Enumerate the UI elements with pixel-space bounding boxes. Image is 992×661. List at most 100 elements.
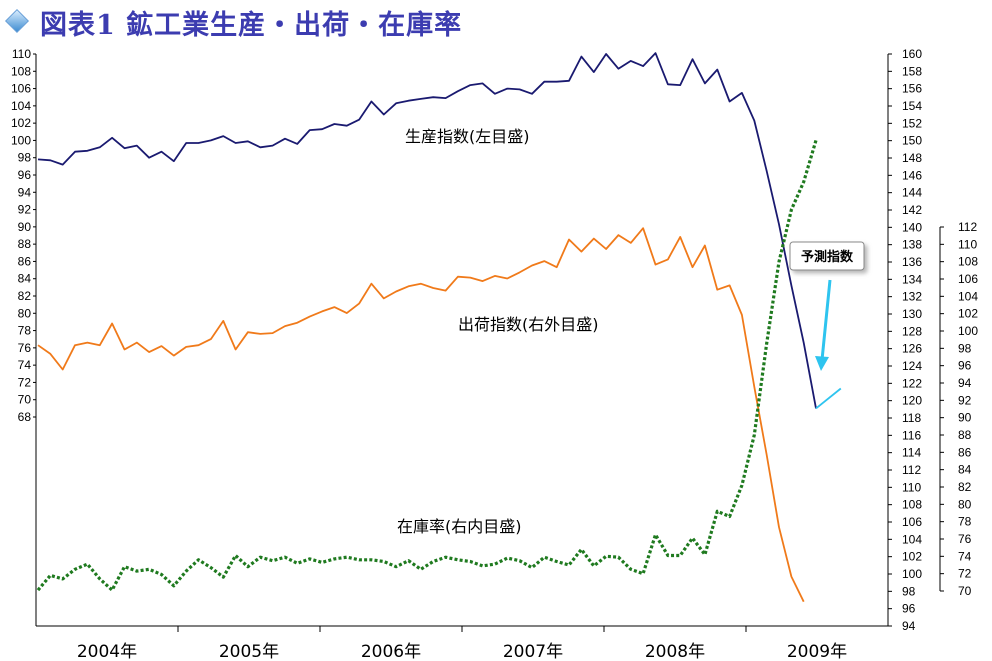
left-axis-tick-label: 104 [11,99,31,113]
right-inner-axis-tick-label: 90 [958,411,972,425]
shipments-index-line [37,227,805,603]
right-inner-axis-tick-label: 78 [958,515,972,529]
right-outer-axis-tick-label: 100 [902,567,922,581]
right-inner-axis-tick-label: 80 [958,497,972,511]
left-axis-tick-label: 70 [18,393,32,407]
right-inner-axis-tick-label: 94 [958,376,972,390]
right-outer-axis-tick-label: 154 [902,99,922,113]
series-annotations: 生産指数(左目盛) 出荷指数(右外目盛) 在庫率(右内目盛) [397,127,599,536]
chart-title: 図表1 鉱工業生産・出荷・在庫率 [4,8,462,41]
right-inner-axis-tick-label: 100 [958,324,978,338]
right-outer-axis-tick-label: 120 [902,394,922,408]
left-axis-tick-label: 90 [18,220,32,234]
right-outer-axis-tick-label: 132 [902,290,922,304]
right-outer-axis-tick-label: 156 [902,82,922,96]
right-outer-axis-tick-label: 152 [902,116,922,130]
left-axis-tick-label: 102 [11,116,31,130]
right-outer-axis-tick-label: 94 [902,619,916,633]
left-axis-tick-label: 80 [18,306,32,320]
x-axis-categories: 2004年 2005年 2006年 2007年 2008年 2009年 [77,626,847,661]
x-axis-year-label: 2007年 [503,642,563,661]
right-inner-axis-ticks: 70 72 74 76 78 80 82 84 86 88 90 92 94 96 98 100 102 104 1… [940,220,978,598]
right-outer-axis-tick-label: 134 [902,272,922,286]
right-outer-axis-tick-label: 98 [902,584,916,598]
left-axis-tick-label: 106 [11,82,31,96]
inventory-ratio-line [36,139,818,592]
right-outer-axis-tick-label: 144 [902,186,922,200]
forecast-callout-arrow-shaft [820,279,832,361]
x-axis-year-label: 2006年 [361,642,421,661]
right-outer-axis-tick-label: 104 [902,532,922,546]
right-inner-axis-tick-label: 86 [958,445,972,459]
right-outer-axis-tick-label: 142 [902,203,922,217]
production-index-line [37,52,817,409]
right-inner-axis-tick-label: 96 [958,359,972,373]
left-axis-tick-label: 98 [18,151,32,165]
left-axis-tick-label: 96 [18,168,32,182]
right-inner-axis-tick-label: 106 [958,272,978,286]
x-axis-year-label: 2004年 [77,642,137,661]
right-outer-axis-tick-label: 160 [902,47,922,61]
forecast-index-line [815,387,842,410]
x-axis-year-label: 2005年 [219,642,279,661]
right-inner-axis-tick-label: 72 [958,567,972,581]
right-outer-axis-tick-label: 96 [902,602,916,616]
x-axis-year-label: 2009年 [787,642,847,661]
forecast-callout-label: 予測指数 [801,249,854,265]
right-outer-axis-tick-label: 140 [902,220,922,234]
right-inner-axis-tick-label: 70 [958,584,972,598]
diamond-icon [4,8,30,34]
right-outer-axis-tick-label: 126 [902,342,922,356]
right-inner-axis-tick-label: 84 [958,463,972,477]
right-inner-axis-tick-label: 110 [958,237,977,251]
left-axis-tick-label: 92 [18,203,32,217]
forecast-callout-box [789,241,865,271]
left-axis-tick-label: 72 [18,375,32,389]
right-outer-axis-tick-label: 108 [902,498,922,512]
right-inner-axis-tick-label: 88 [958,428,972,442]
right-inner-axis-tick-label: 108 [958,255,978,269]
left-axis-tick-label: 94 [18,185,32,199]
right-outer-axis-tick-label: 124 [902,359,922,373]
left-axis-tick-label: 108 [11,64,31,78]
left-axis-tick-label: 100 [11,133,31,147]
right-outer-axis-tick-label: 150 [902,134,922,148]
shipments-series-label: 出荷指数(右外目盛) [458,315,599,334]
left-axis-tick-label: 76 [18,341,32,355]
right-outer-axis-tick-label: 118 [902,411,921,425]
left-axis-tick-label: 110 [12,47,31,61]
left-axis-tick-label: 82 [18,289,32,303]
production-series-label: 生産指数(左目盛) [405,127,530,146]
left-axis-tick-label: 78 [18,324,32,338]
left-axis-ticks: 68 70 72 74 76 78 80 82 84 86 88 90 92 94 96 98 100 102 10… [11,47,36,424]
right-outer-axis-tick-label: 158 [902,64,922,78]
right-outer-axis-tick-label: 146 [902,168,922,182]
right-outer-axis-tick-label: 112 [902,463,921,477]
left-axis-tick-label: 88 [18,237,32,251]
left-axis-tick-label: 74 [18,358,32,372]
left-axis-tick-label: 84 [18,272,32,286]
x-axis-year-label: 2008年 [645,642,705,661]
series-lines [36,52,842,603]
left-axis-tick-label: 86 [18,254,32,268]
right-outer-axis-tick-label: 136 [902,255,922,269]
inventory-series-label: 在庫率(右内目盛) [397,517,522,536]
right-outer-axis-tick-label: 128 [902,324,922,338]
right-inner-axis-tick-label: 74 [958,549,972,563]
right-inner-axis-tick-label: 92 [958,393,972,407]
right-inner-axis-tick-label: 82 [958,480,972,494]
right-outer-axis-tick-label: 102 [902,550,922,564]
right-outer-axis-tick-label: 110 [902,480,921,494]
forecast-callout: 予測指数 [789,241,865,371]
right-inner-axis-tick-label: 104 [958,289,978,303]
right-inner-axis-tick-label: 112 [958,220,977,234]
right-outer-axis-tick-label: 116 [902,428,921,442]
right-outer-axis-tick-label: 122 [902,376,922,390]
chart-title-text: 図表1 鉱工業生産・出荷・在庫率 [40,9,462,41]
right-outer-axis-tick-label: 138 [902,238,922,252]
right-outer-axis-tick-label: 148 [902,151,922,165]
left-axis-tick-label: 68 [18,410,32,424]
right-inner-axis-tick-label: 98 [958,341,972,355]
right-outer-axis-tick-label: 106 [902,515,922,529]
